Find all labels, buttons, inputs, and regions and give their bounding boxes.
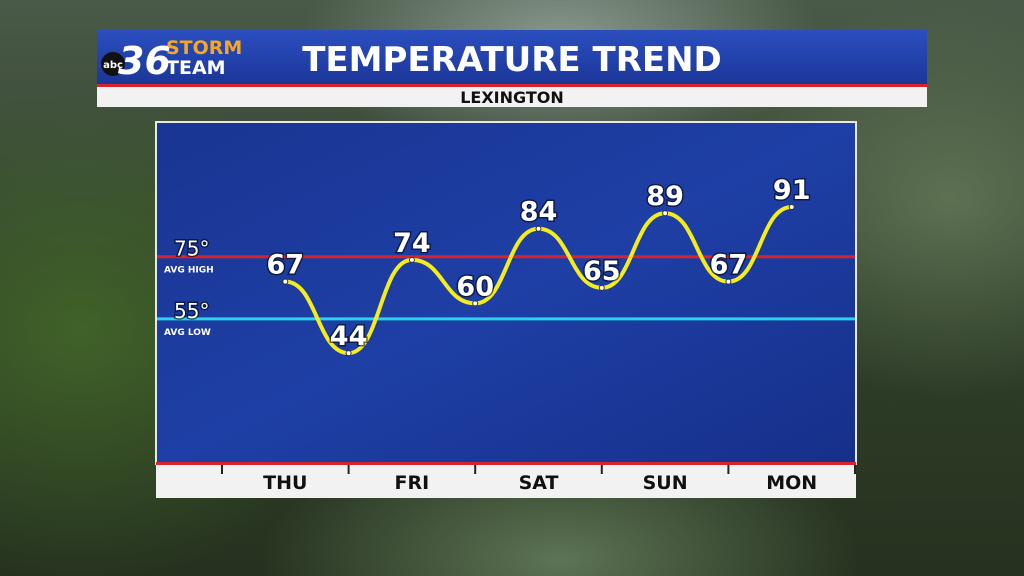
reference-label: 55°	[174, 299, 209, 323]
point	[408, 256, 415, 263]
point	[788, 203, 795, 210]
point	[662, 210, 669, 217]
point	[598, 284, 605, 291]
data-label: 67	[267, 250, 305, 281]
reference-label: 75°	[174, 237, 209, 261]
point	[725, 278, 732, 285]
x-axis-bar	[156, 465, 856, 498]
x-tick-label: SUN	[643, 472, 688, 494]
header-bar	[97, 30, 927, 84]
logo-line2: TEAM	[166, 57, 226, 79]
chart-title: TEMPERATURE TREND	[302, 40, 722, 80]
data-label: 84	[520, 197, 558, 228]
reference-name: AVG HIGH	[164, 266, 214, 276]
data-label: 89	[646, 181, 684, 212]
plot-panel	[155, 121, 857, 465]
data-label: 65	[583, 256, 621, 287]
logo-number: 36	[118, 39, 171, 83]
data-label: 91	[773, 175, 811, 206]
logo-network: abc	[103, 60, 123, 71]
data-label: 60	[456, 271, 494, 302]
reference-name: AVG LOW	[164, 328, 211, 338]
point	[535, 225, 542, 232]
point	[472, 300, 479, 307]
subtitle-bar	[97, 87, 927, 107]
data-label: 44	[330, 321, 368, 352]
data-label: 74	[393, 228, 431, 259]
data-label: 67	[710, 250, 748, 281]
logo-line1: STORM	[166, 37, 242, 59]
header-stripe	[97, 84, 927, 87]
point	[282, 278, 289, 285]
logo-badge	[101, 52, 125, 76]
point	[345, 350, 352, 357]
x-tick-label: FRI	[395, 472, 430, 494]
x-tick-label: MON	[766, 472, 817, 494]
x-tick-label: SAT	[519, 472, 559, 494]
axis-stripe	[156, 462, 856, 465]
chart-subtitle: LEXINGTON	[460, 88, 564, 107]
x-tick-label: THU	[263, 472, 307, 494]
